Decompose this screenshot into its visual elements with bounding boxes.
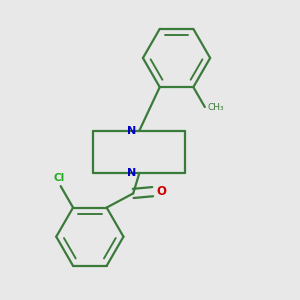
Text: N: N bbox=[127, 125, 136, 136]
Text: CH₃: CH₃ bbox=[208, 103, 224, 112]
Text: Cl: Cl bbox=[53, 173, 64, 183]
Text: O: O bbox=[156, 185, 166, 198]
Text: N: N bbox=[127, 168, 136, 178]
